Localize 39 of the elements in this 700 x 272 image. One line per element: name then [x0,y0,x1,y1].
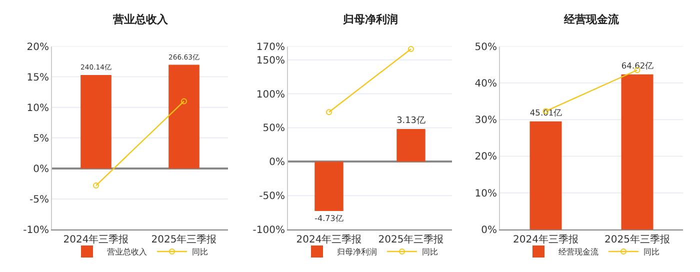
y-tick-label: 0% [33,164,49,175]
y-tick-label: 30% [474,115,497,126]
legend-label: 营业总收入 [107,248,147,257]
data-label: -4.73亿 [314,214,344,224]
y-tick-label: 10% [474,188,497,200]
y-tick-label: 40% [474,78,497,90]
legend-label: 同比 [644,248,660,257]
data-label: 64.62亿 [621,60,654,71]
y-tick-label: 20% [26,42,49,53]
x-tick-label: 2024年三季报 [296,234,362,246]
x-tick-label: 2024年三季报 [63,234,129,246]
y-tick-label: 0% [269,157,285,168]
chart-title: 经营现金流 [563,13,620,26]
y-tick-label: 150% [256,55,285,66]
legend-label: 同比 [422,248,438,257]
chart-title: 归母净利润 [342,13,398,26]
x-tick-label: 2024年三季报 [513,234,578,246]
y-tick-label: 100% [256,89,285,100]
chart-title: 营业总收入 [112,13,169,26]
y-tick-label: -100% [252,225,285,236]
y-tick-label: 50% [262,123,285,134]
legend-label: 归母净利润 [337,248,377,257]
y-tick-label: -10% [23,225,49,236]
x-tick-label: 2025年三季报 [378,234,444,246]
y-tick-label: 50% [474,42,497,53]
legend-label: 经营现金流 [558,248,598,257]
y-tick-label: 170% [256,42,285,53]
x-tick-label: 2025年三季报 [151,234,217,246]
y-tick-label: 15% [26,72,49,84]
y-tick-label: -5% [30,194,49,206]
y-tick-label: 10% [26,102,49,114]
y-tick-label: 5% [33,133,49,144]
data-label: 3.13亿 [396,115,426,126]
y-tick-label: 0% [481,225,497,236]
x-tick-label: 2025年三季报 [604,234,670,246]
y-tick-label: -50% [259,191,285,202]
legend-label: 同比 [192,248,208,257]
y-tick-label: 20% [474,152,497,163]
data-label: 45.01亿 [530,108,562,118]
